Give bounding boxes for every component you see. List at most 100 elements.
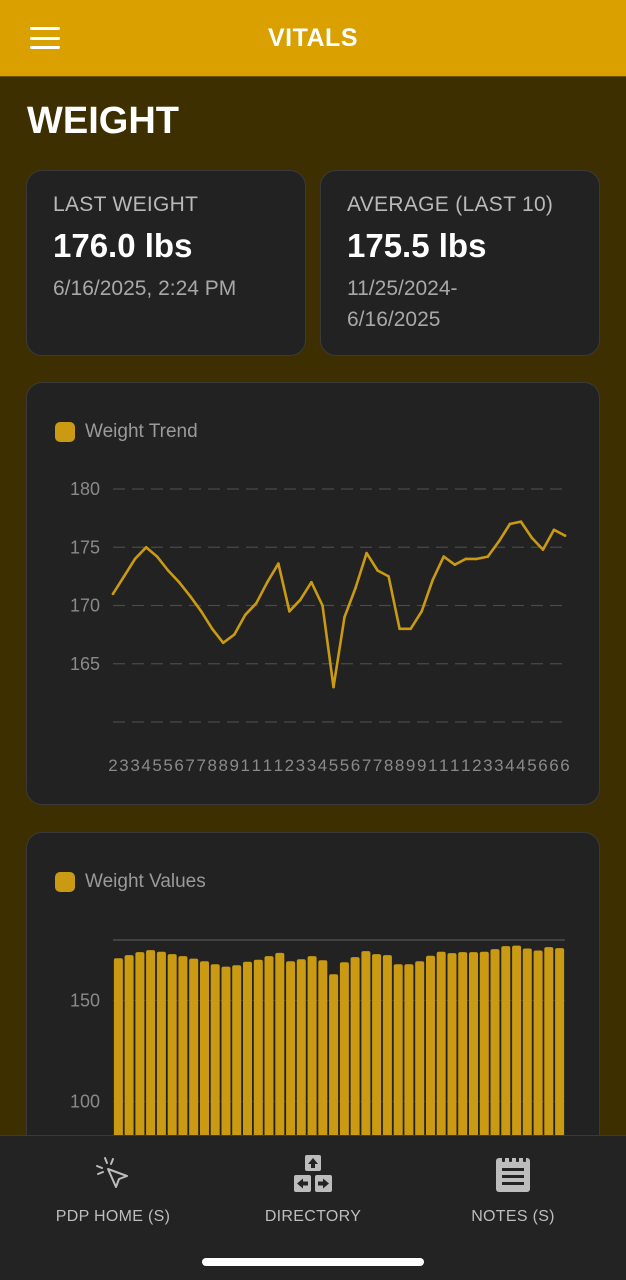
x-tick-label: 5 <box>329 756 338 775</box>
data-point <box>508 522 512 526</box>
weight-bar <box>404 964 414 1162</box>
x-tick-label: 4 <box>516 756 525 775</box>
weight-bar <box>544 947 554 1162</box>
y-tick-label: 150 <box>70 991 100 1011</box>
average-weight-label: AVERAGE (LAST 10) <box>347 193 554 216</box>
weight-bar <box>469 952 478 1162</box>
weight-bar <box>243 961 252 1162</box>
x-tick-label: 6 <box>174 756 183 775</box>
weight-bar <box>178 956 188 1162</box>
data-point <box>155 555 159 558</box>
weight-trend-line <box>111 520 567 689</box>
data-point <box>552 528 556 532</box>
weight-values-chart-card: Weight Values 50100150 <box>26 832 600 1162</box>
weight-bar <box>275 952 285 1162</box>
x-tick-label: 6 <box>549 756 558 775</box>
data-point <box>243 613 247 617</box>
data-point <box>221 641 225 645</box>
x-tick-label: 3 <box>483 756 492 775</box>
x-tick-label: 1 <box>461 756 470 775</box>
data-point <box>365 551 368 555</box>
top-app-bar: VITALS <box>0 0 626 77</box>
x-tick-label: 8 <box>219 756 228 775</box>
average-date-start: 11/25/2024- <box>347 277 458 300</box>
weight-bar <box>479 951 489 1162</box>
weight-bar <box>415 961 425 1162</box>
directory-arrows-icon <box>294 1155 332 1192</box>
weight-bar <box>189 958 199 1162</box>
x-tick-label: 3 <box>494 756 503 775</box>
data-point <box>144 545 148 549</box>
data-point <box>321 604 324 607</box>
weight-bar <box>221 966 231 1162</box>
average-weight-value: 175.5 lbs <box>347 227 487 264</box>
weight-bar <box>200 961 209 1162</box>
data-point <box>431 578 435 582</box>
x-tick-label: 7 <box>373 756 382 775</box>
data-point <box>255 601 258 605</box>
x-tick-label: 8 <box>395 756 404 775</box>
x-tick-label: 6 <box>538 756 547 775</box>
last-weight-value: 176.0 lbs <box>53 227 193 264</box>
average-date-range: 11/25/2024- 6/16/2025 <box>347 273 573 335</box>
nav-label: PDP HOME (S) <box>55 1208 171 1225</box>
nav-notes[interactable]: NOTES (S) <box>413 1154 613 1226</box>
weight-bar <box>393 964 403 1162</box>
x-tick-label: 3 <box>307 756 316 775</box>
x-tick-label: 9 <box>230 756 239 775</box>
legend-swatch <box>55 422 75 442</box>
last-weight-card: LAST WEIGHT 176.0 lbs 6/16/2025, 2:24 PM <box>26 170 306 356</box>
y-tick-label: 100 <box>70 1091 100 1111</box>
weight-bar <box>361 951 371 1162</box>
x-tick-label: 5 <box>152 756 161 775</box>
weight-bar <box>318 960 328 1162</box>
data-point <box>376 569 379 572</box>
weight-values-bar-chart: 50100150 <box>70 939 565 1162</box>
data-point <box>387 575 390 578</box>
x-tick-label: 6 <box>351 756 360 775</box>
weight-bar <box>167 954 177 1162</box>
data-point <box>288 610 291 613</box>
weight-bar <box>339 962 349 1162</box>
weight-bar <box>447 953 457 1162</box>
x-tick-label: 2 <box>108 756 117 775</box>
data-point <box>266 580 269 584</box>
x-tick-label: 1 <box>241 756 250 775</box>
weight-bar <box>436 951 446 1162</box>
data-point <box>111 592 115 596</box>
data-point <box>210 627 214 631</box>
weight-bar <box>232 965 242 1162</box>
x-tick-label: 1 <box>428 756 437 775</box>
x-tick-label: 9 <box>406 756 415 775</box>
weight-bar <box>329 974 339 1162</box>
x-tick-label: 1 <box>274 756 283 775</box>
data-point <box>122 575 126 578</box>
data-point <box>177 580 181 584</box>
data-point <box>232 633 236 636</box>
nav-directory[interactable]: DIRECTORY <box>213 1154 413 1226</box>
home-indicator[interactable] <box>202 1258 424 1266</box>
weight-bar <box>307 956 317 1162</box>
chart-legend[interactable]: Weight Values <box>55 871 206 893</box>
weight-bar <box>146 950 156 1162</box>
x-tick-label: 8 <box>384 756 393 775</box>
chart-legend[interactable]: Weight Trend <box>55 421 198 443</box>
data-point <box>530 536 534 540</box>
x-tick-label: 4 <box>505 756 514 775</box>
weight-bar <box>210 964 220 1162</box>
data-point <box>475 557 479 561</box>
weight-bar <box>522 948 532 1162</box>
x-tick-label: 9 <box>417 756 426 775</box>
average-weight-card: AVERAGE (LAST 10) 175.5 lbs 11/25/2024- … <box>320 170 600 356</box>
y-tick-label: 175 <box>70 537 100 557</box>
average-date-end: 6/16/2025 <box>347 308 441 331</box>
data-point <box>188 594 192 598</box>
weight-bar <box>156 951 166 1162</box>
data-point <box>310 580 313 584</box>
x-tick-label: 5 <box>527 756 536 775</box>
hamburger-menu-icon[interactable] <box>30 27 60 49</box>
data-point <box>409 627 412 631</box>
nav-pdp-home[interactable]: PDP HOME (S) <box>13 1154 213 1226</box>
x-tick-label: 1 <box>263 756 272 775</box>
